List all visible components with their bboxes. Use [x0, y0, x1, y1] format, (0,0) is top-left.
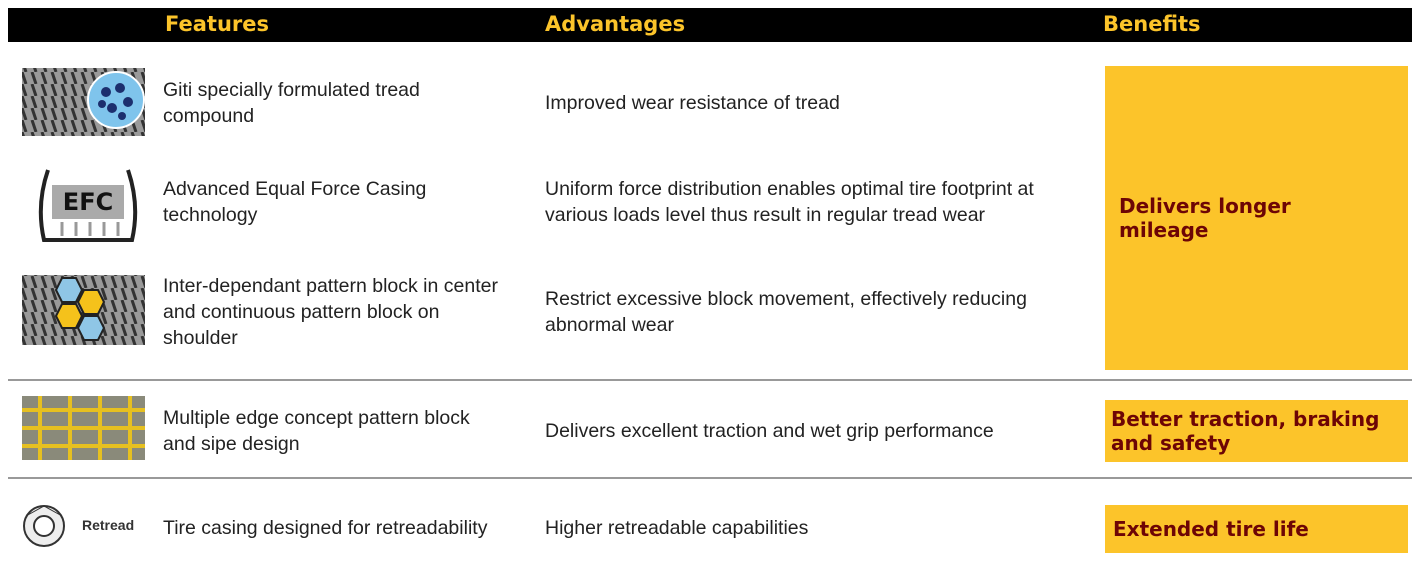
column-header: Features: [165, 12, 269, 36]
icon-label: Retread: [82, 517, 134, 533]
advantage: Delivers excellent traction and wet grip…: [545, 420, 994, 442]
column-header: Advantages: [545, 12, 686, 36]
feature: Giti specially formulated tread compound: [163, 79, 420, 127]
separator: [8, 379, 1412, 381]
feature-icons: EFC Retread: [22, 68, 145, 547]
benefit: Delivers longer mileage: [1105, 66, 1408, 370]
benefit: Better traction, braking and safety: [1105, 400, 1408, 462]
advantage: Improved wear resistance of tread: [545, 92, 840, 114]
header-bar: Features Advantages Benefits: [8, 8, 1412, 42]
advantage: Higher retreadable capabilities: [545, 517, 809, 539]
feature: Multiple edge concept pattern block and …: [163, 407, 470, 455]
feature: Tire casing designed for retreadability: [163, 517, 488, 539]
advantage: Restrict excessive block movement, effec…: [545, 288, 1027, 336]
advantage: Uniform force distribution enables optim…: [545, 178, 1034, 226]
column-header: Benefits: [1103, 12, 1201, 36]
feature: Advanced Equal Force Casing technology: [163, 178, 427, 226]
benefit: Extended tire life: [1105, 505, 1408, 553]
separator: [8, 477, 1412, 479]
feature: Inter-dependant pattern block in center …: [163, 275, 498, 349]
icon-label: EFC: [63, 188, 113, 216]
